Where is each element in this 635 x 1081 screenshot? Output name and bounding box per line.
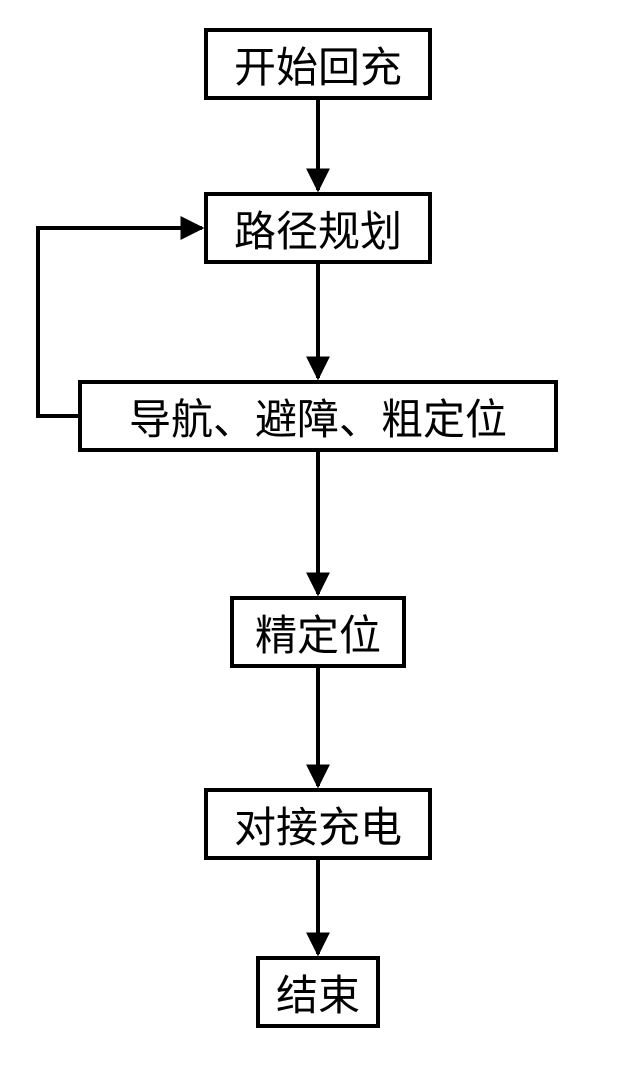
flow-node-label: 对接充电 [234,794,402,855]
flow-node-end: 结束 [256,956,380,1028]
flow-node-label: 开始回充 [234,34,402,95]
flow-node-dock: 对接充电 [204,788,432,860]
flow-node-plan: 路径规划 [204,192,432,264]
flow-node-label: 导航、避障、粗定位 [129,386,507,447]
flow-edges [0,0,635,1081]
flow-node-start: 开始回充 [204,28,432,100]
flow-node-label: 路径规划 [234,198,402,259]
flow-node-nav: 导航、避障、粗定位 [78,380,558,452]
flow-node-fine: 精定位 [230,596,406,668]
flow-node-label: 结束 [276,962,360,1023]
flow-node-label: 精定位 [255,602,381,663]
